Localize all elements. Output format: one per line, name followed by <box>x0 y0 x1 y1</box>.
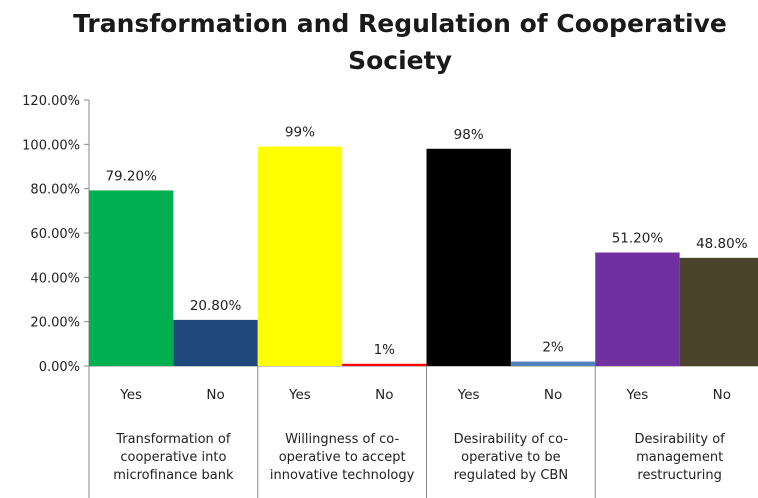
x-group-label: innovative technology <box>270 468 415 483</box>
x-group-label: Desirability of <box>635 432 726 447</box>
y-tick-label: 80.00% <box>30 183 80 198</box>
bar <box>679 257 758 366</box>
y-tick-label: 0.00% <box>39 360 80 375</box>
x-group-label: cooperative into <box>120 450 226 465</box>
data-label: 79.20% <box>105 168 157 184</box>
data-label: 1% <box>374 342 396 358</box>
y-tick-label: 60.00% <box>30 227 80 242</box>
bar <box>89 190 174 366</box>
bar <box>257 146 343 366</box>
x-group-label: management <box>636 450 723 465</box>
x-category-label: Yes <box>457 387 480 403</box>
chart-title-line-1: Transformation and Regulation of Coopera… <box>73 9 727 38</box>
data-label: 99% <box>285 125 315 141</box>
y-tick-label: 100.00% <box>22 138 80 153</box>
chart-title-line-2: Society <box>348 46 452 75</box>
data-label: 20.80% <box>190 298 242 314</box>
x-category-label: Yes <box>626 387 649 403</box>
x-group-label: operative to be <box>461 450 560 465</box>
bar <box>510 361 596 366</box>
x-category-label: Yes <box>119 387 142 403</box>
bar <box>342 363 427 366</box>
x-group-label: Transformation of <box>115 432 231 447</box>
y-tick-label: 40.00% <box>30 271 80 286</box>
y-tick-label: 20.00% <box>30 316 80 331</box>
x-category-label: No <box>713 387 731 403</box>
x-group-label: regulated by CBN <box>454 468 568 483</box>
data-label: 51.20% <box>612 231 664 247</box>
x-category-label: Yes <box>288 387 311 403</box>
bar <box>426 148 511 366</box>
bar <box>173 319 258 366</box>
x-group-label: Willingness of co- <box>285 432 399 447</box>
data-label: 48.80% <box>696 236 748 252</box>
x-group-label: operative to accept <box>279 450 406 465</box>
x-category-label: No <box>206 387 224 403</box>
bar <box>595 252 680 366</box>
data-label: 2% <box>542 340 564 356</box>
x-group-label: restructuring <box>637 468 721 483</box>
x-group-label: Desirability of co- <box>454 432 569 447</box>
x-category-label: No <box>375 387 393 403</box>
x-category-label: No <box>544 387 562 403</box>
data-label: 98% <box>454 127 484 143</box>
x-group-label: microfinance bank <box>113 468 234 483</box>
y-tick-label: 120.00% <box>22 94 80 109</box>
